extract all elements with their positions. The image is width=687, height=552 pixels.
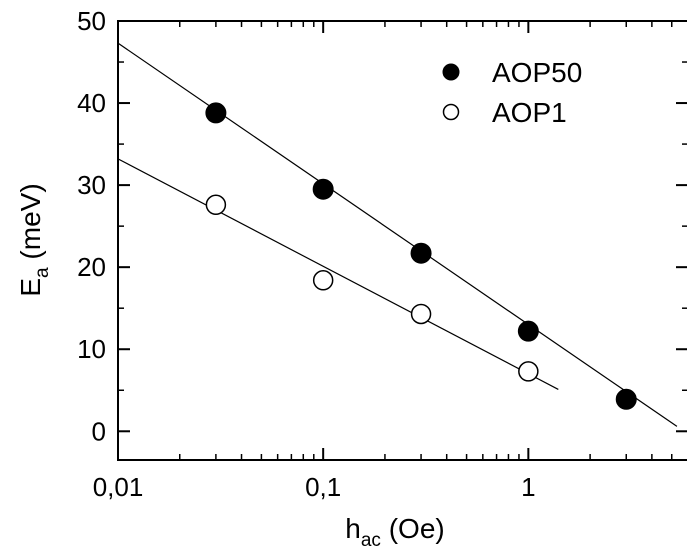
point-aop50: [312, 178, 334, 200]
legend-label-aop1: AOP1: [492, 97, 567, 128]
plot-frame: [117, 20, 687, 461]
fit-lines: [117, 42, 678, 427]
point-aop50: [517, 320, 539, 342]
y-axis-label: Ea (meV): [15, 183, 53, 296]
point-aop50: [615, 388, 637, 410]
x-tick-label: 0,01: [93, 472, 144, 502]
data-markers: [205, 102, 637, 410]
y-ticks: 0 10 20 30 40 50: [77, 6, 687, 446]
y-axis-label-main: E: [15, 278, 46, 297]
point-aop1: [518, 361, 539, 382]
legend-marker-aop50: [442, 63, 460, 81]
fit-line-aop50: [117, 42, 678, 427]
legend-marker-aop1: [442, 103, 460, 121]
y-tick-label: 0: [92, 416, 106, 446]
x-tick-label: 0,1: [305, 472, 341, 502]
point-aop1: [410, 303, 432, 325]
point-aop1: [205, 194, 227, 216]
y-tick-label: 10: [77, 334, 106, 364]
point-aop50: [205, 102, 227, 124]
x-axis-label-sub: ac: [361, 530, 381, 551]
y-tick-label: 50: [77, 6, 106, 36]
x-ticks: 0,01 0,1 1: [93, 21, 673, 502]
y-tick-label: 20: [77, 252, 106, 282]
x-axis-label: hac (Oe): [345, 513, 444, 551]
x-tick-label: 1: [521, 472, 535, 502]
y-tick-label: 30: [77, 170, 106, 200]
y-axis-label-rest: (meV): [15, 183, 46, 267]
y-axis-label-sub: a: [32, 267, 53, 278]
x-axis-label-rest: (Oe): [381, 513, 445, 544]
y-tick-label: 40: [77, 88, 106, 118]
point-aop1: [312, 270, 334, 291]
point-aop50: [410, 242, 432, 264]
fit-line-aop1: [117, 158, 559, 390]
legend-label-aop50: AOP50: [492, 57, 582, 88]
x-axis-label-main: h: [345, 513, 361, 544]
legend: AOP50 AOP1: [442, 57, 582, 128]
